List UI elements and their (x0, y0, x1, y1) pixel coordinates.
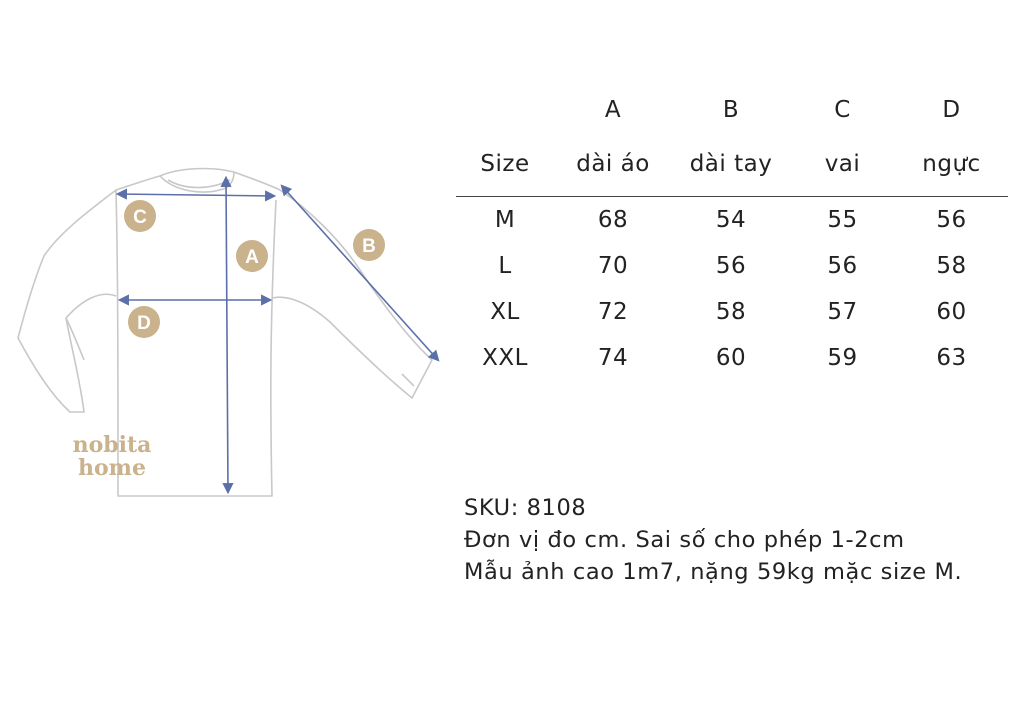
column-header-shoulder: vai (824, 151, 861, 177)
table-cell: 58 (936, 253, 967, 279)
table-cell: 59 (827, 345, 858, 371)
table-cell: 55 (827, 207, 858, 233)
table-cell: 60 (715, 345, 747, 371)
column-header-row: Size dài áo dài tay vai ngực (456, 132, 1008, 197)
measure-letter-row: A B C D (456, 88, 1008, 132)
table-cell: 72 (597, 299, 629, 325)
measure-badge-a: A (236, 240, 268, 272)
letter-cell-a: A (604, 97, 622, 123)
table-cell: 56 (715, 253, 747, 279)
column-header-sleeve: dài tay (689, 151, 773, 177)
column-header-length: dài áo (576, 151, 650, 177)
table-cell: 74 (597, 345, 629, 371)
model-note-text: Mẫu ảnh cao 1m7, nặng 59kg mặc size M. (464, 559, 963, 585)
sweater-sketch-diagram: C A B D nobita home (17, 167, 440, 497)
size-cell: XXL (482, 345, 528, 371)
table-cell: 56 (827, 253, 858, 279)
shoulder-line-c (115, 188, 277, 202)
table-row: XXL 74 60 59 63 (456, 335, 1008, 381)
table-cell: 58 (715, 299, 747, 325)
product-notes: SKU: 8108 Đơn vị đo cm. Sai số cho phép … (464, 492, 962, 588)
measure-badge-b: B (353, 229, 385, 261)
svg-text:C: C (133, 207, 147, 228)
measure-badge-c: C (124, 200, 156, 232)
table-cell: 68 (597, 207, 629, 233)
letter-cell-d: D (942, 97, 961, 123)
measurement-lines (115, 175, 440, 495)
table-cell: 63 (936, 345, 967, 371)
unit-note-text: Đơn vị đo cm. Sai số cho phép 1-2cm (464, 527, 905, 553)
length-line-a (220, 175, 234, 495)
svg-text:nobita: nobita (73, 432, 152, 458)
svg-text:B: B (362, 236, 376, 257)
table-row: M 68 54 55 56 (456, 197, 1008, 244)
size-cell: XL (490, 299, 520, 325)
table-cell: 57 (827, 299, 858, 325)
svg-text:home: home (78, 455, 146, 481)
table-cell: 60 (936, 299, 967, 325)
table-cell: 70 (597, 253, 629, 279)
size-chart-table: A B C D Size dài áo dài tay vai ngực M 6… (456, 88, 1008, 381)
letter-cell-c: C (834, 97, 851, 123)
table-row: L 70 56 56 58 (456, 243, 1008, 289)
size-cell: M (494, 207, 516, 233)
table-row: XL 72 58 57 60 (456, 289, 1008, 335)
sku-text: SKU: 8108 (464, 495, 587, 521)
sleeve-line-b (280, 184, 440, 362)
column-header-chest: ngực (922, 151, 981, 177)
table-cell: 54 (715, 207, 747, 233)
size-cell: L (498, 253, 512, 279)
svg-text:D: D (137, 313, 151, 334)
svg-text:A: A (245, 247, 259, 268)
letter-cell-b: B (722, 97, 740, 123)
table-cell: 56 (936, 207, 967, 233)
brand-watermark: nobita home (73, 432, 152, 481)
column-header-size: Size (480, 151, 530, 177)
letter-cell-empty (456, 88, 554, 132)
measure-badge-d: D (128, 306, 160, 338)
